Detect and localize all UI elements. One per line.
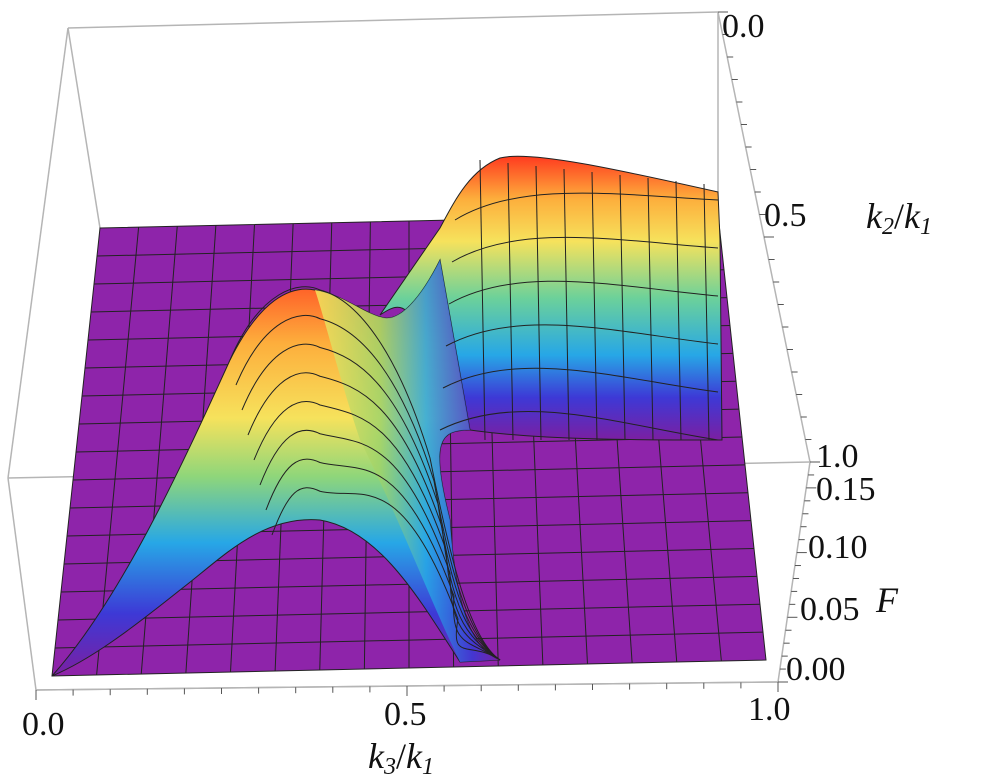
ridge-mesh-line bbox=[229, 286, 501, 661]
box-edge bbox=[7, 477, 37, 691]
ridge-mesh-line bbox=[451, 236, 719, 263]
y-axis-title: k2/k1 bbox=[866, 196, 932, 240]
ridge-mesh-line bbox=[271, 487, 501, 661]
ridge-mesh-line bbox=[448, 280, 719, 305]
x-tick-label: 1.0 bbox=[748, 691, 791, 728]
ridge-mesh-line bbox=[647, 177, 654, 441]
ridge-mesh-line bbox=[445, 324, 719, 347]
y-tick-label: 0.0 bbox=[722, 8, 765, 45]
z-axis-title: F bbox=[875, 580, 899, 620]
ridge-mesh-line bbox=[253, 401, 501, 661]
ridge-mesh-line bbox=[563, 168, 570, 441]
ridge-mesh-line bbox=[535, 165, 542, 441]
mesh-line bbox=[54, 631, 764, 649]
ridge-mesh-line bbox=[439, 410, 719, 441]
ridge-mesh-line bbox=[241, 343, 501, 661]
ridge-mesh-line bbox=[265, 458, 501, 661]
ridge-mesh-line bbox=[454, 192, 719, 221]
ridge-mesh-line bbox=[591, 171, 598, 441]
x-tick-label: 0.5 bbox=[384, 696, 427, 733]
z-tick-label: 0.00 bbox=[786, 651, 846, 688]
mesh-line bbox=[57, 603, 761, 621]
box-edge bbox=[7, 27, 69, 479]
z-tick-label: 0.15 bbox=[816, 471, 876, 508]
box-edge bbox=[777, 461, 811, 683]
x-axis-minor-ticks bbox=[35, 682, 779, 700]
ridge-mesh-line bbox=[675, 180, 682, 441]
ridge-mesh-line bbox=[703, 183, 710, 441]
y-axis-minor-ticks bbox=[718, 11, 820, 463]
y-tick-label: 0.5 bbox=[764, 197, 807, 234]
z-tick-label: 0.10 bbox=[808, 529, 868, 566]
ridge-mesh-line bbox=[507, 162, 514, 441]
z-tick-label: 0.05 bbox=[800, 591, 860, 628]
ridge-mesh-line bbox=[619, 174, 626, 441]
x-axis-title: k3/k1 bbox=[368, 736, 434, 780]
ridge-mesh-line bbox=[479, 159, 486, 441]
ridge-mesh-line bbox=[259, 429, 501, 661]
ridge-mesh-line bbox=[247, 372, 501, 661]
y-tick-label: 1.0 bbox=[816, 438, 859, 475]
z-axis-minor-ticks bbox=[778, 461, 817, 683]
x-tick-label: 0.0 bbox=[22, 706, 65, 743]
ridge-mesh bbox=[229, 159, 719, 661]
box-edge bbox=[67, 27, 101, 229]
ridge-mesh-line bbox=[235, 315, 501, 661]
box-edge bbox=[67, 11, 719, 29]
